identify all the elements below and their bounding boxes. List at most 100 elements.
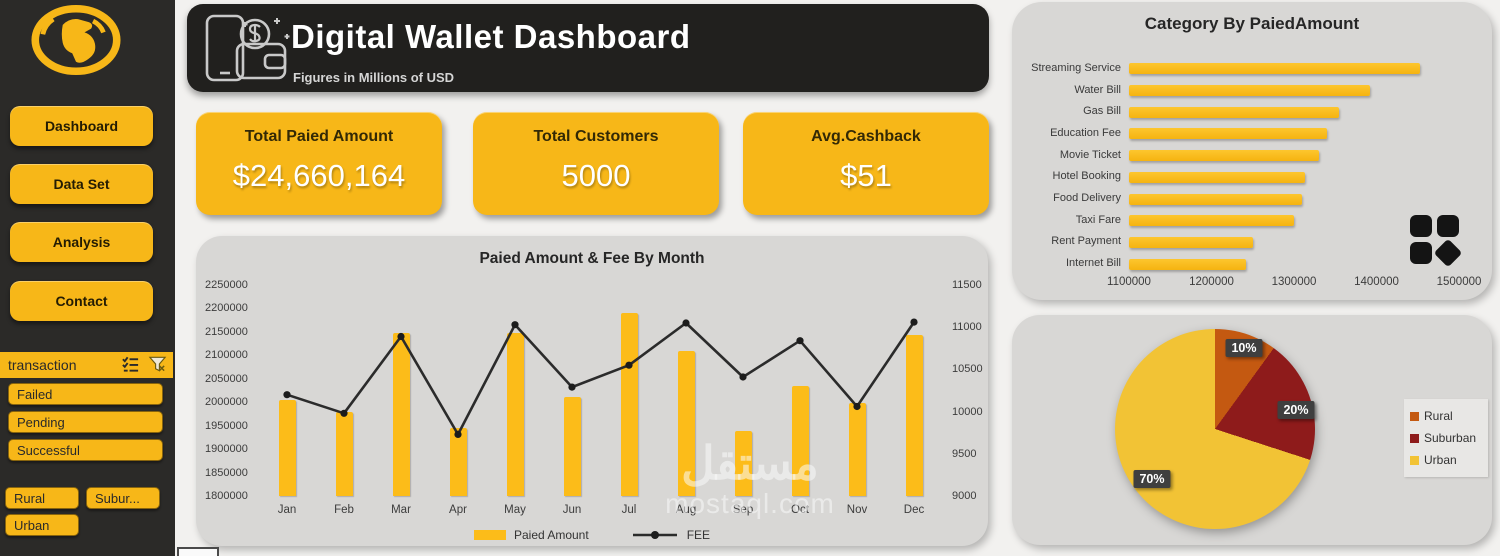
- fee-line-point-oct[interactable]: [796, 337, 804, 345]
- legend-label: Urban: [1424, 453, 1457, 467]
- slicer-option-label: Pending: [17, 414, 65, 430]
- category-bar-education-fee[interactable]: [1129, 128, 1327, 140]
- partial-slicer-box: [177, 547, 219, 556]
- legend-label-paied-amount: Paied Amount: [513, 528, 589, 542]
- nav-label: Contact: [55, 293, 108, 309]
- pie-legend-item-urban[interactable]: Urban: [1410, 449, 1482, 471]
- right-axis-tick: 9500: [952, 447, 977, 460]
- paied-amount-bar-mar[interactable]: [392, 332, 410, 496]
- pie-chart-panel: 10% 20% 70% Rural Suburban Urban: [1012, 315, 1492, 545]
- sidebar-item-data-set[interactable]: Data Set: [10, 164, 153, 204]
- legend-label: Suburban: [1424, 431, 1477, 445]
- month-label: Sep: [732, 504, 754, 516]
- left-axis-tick: 2200000: [205, 302, 248, 315]
- fee-line-point-jun[interactable]: [568, 383, 576, 391]
- category-chart-plot: Streaming Service Water Bill Gas Bill Educa…: [1012, 2, 1492, 300]
- slicer-option-failed[interactable]: Failed: [8, 383, 163, 405]
- slicer-option-suburban[interactable]: Subur...: [86, 487, 160, 509]
- paied-amount-bar-nov[interactable]: [848, 403, 866, 496]
- value-axis-tick: 1400000: [1354, 276, 1399, 288]
- category-bar-internet-bill[interactable]: [1129, 258, 1247, 270]
- slicer-option-rural[interactable]: Rural: [5, 487, 79, 509]
- paied-amount-bar-dec[interactable]: [905, 335, 923, 496]
- left-axis-tick: 1850000: [205, 466, 248, 479]
- sidebar: Dashboard Data Set Analysis Contact tran…: [0, 0, 175, 556]
- left-axis-tick: 2000000: [205, 396, 248, 409]
- fee-line-point-nov[interactable]: [853, 402, 861, 411]
- left-axis-tick: 1900000: [205, 443, 248, 456]
- month-label: Aug: [675, 504, 697, 516]
- category-bar-hotel-booking[interactable]: [1129, 171, 1305, 183]
- category-bar-water-bill[interactable]: [1129, 85, 1370, 97]
- wallet-phone-icon: [199, 10, 295, 86]
- fee-line-series: [283, 318, 918, 438]
- category-bar-movie-ticket[interactable]: [1129, 150, 1319, 162]
- category-label: Rent Payment: [1051, 235, 1121, 248]
- fee-legend-line-icon[interactable]: [631, 530, 679, 540]
- sidebar-item-dashboard[interactable]: Dashboard: [10, 106, 153, 146]
- category-bar-taxi-fare[interactable]: [1129, 215, 1294, 227]
- combo-chart-title: Paied Amount & Fee By Month: [479, 250, 705, 267]
- slicer-option-successful[interactable]: Successful: [8, 439, 163, 461]
- sidebar-item-analysis[interactable]: Analysis: [10, 222, 153, 262]
- paied-amount-bar-jan[interactable]: [278, 399, 296, 496]
- fee-line-point-aug[interactable]: [682, 319, 690, 327]
- clear-filter-icon[interactable]: [148, 355, 167, 376]
- category-label: Taxi Fare: [1075, 213, 1121, 226]
- fee-line-point-jul[interactable]: [625, 361, 633, 369]
- month-label: Jun: [562, 504, 582, 516]
- paied-amount-bar-feb[interactable]: [335, 411, 353, 496]
- left-axis-tick: 2050000: [205, 372, 248, 385]
- fee-line-point-may[interactable]: [511, 321, 519, 329]
- month-label: Apr: [449, 504, 467, 516]
- squares-diamond-logo-icon: [1410, 215, 1463, 268]
- pie-legend: Rural Suburban Urban: [1404, 399, 1488, 477]
- month-label: Feb: [334, 504, 354, 516]
- paied-amount-bar-sep[interactable]: [734, 431, 752, 496]
- pie-legend-item-suburban[interactable]: Suburban: [1410, 427, 1482, 449]
- category-label: Water Bill: [1074, 83, 1121, 96]
- combo-chart-plot: 2250000 2200000 2150000 2100000 2050000 20000…: [196, 236, 988, 546]
- slicer-option-pending[interactable]: Pending: [8, 411, 163, 433]
- combo-chart-panel: Paied Amount & Fee By Month 2250000 22000…: [196, 236, 988, 546]
- paied-amount-bar-jun[interactable]: [563, 396, 581, 496]
- kpi-value: 5000: [561, 158, 631, 193]
- category-bar-rent-payment[interactable]: [1129, 236, 1253, 248]
- paied-amount-bar-oct[interactable]: [791, 385, 809, 496]
- paied-amount-bar-jul[interactable]: [620, 313, 638, 496]
- fee-line-point-sep[interactable]: [739, 373, 747, 381]
- category-bar-food-delivery[interactable]: [1129, 193, 1303, 205]
- pie-label-urban: 70%: [1133, 470, 1171, 488]
- pie-legend-item-rural[interactable]: Rural: [1410, 405, 1482, 427]
- category-label: Education Fee: [1050, 126, 1121, 139]
- kpi-value: $51: [840, 158, 892, 193]
- category-bar-gas-bill[interactable]: [1129, 106, 1340, 118]
- fee-line-point-dec[interactable]: [910, 318, 918, 326]
- legend-label-fee: FEE: [686, 528, 711, 542]
- right-axis-tick: 10000: [952, 405, 983, 418]
- fee-line-point-feb[interactable]: [340, 409, 348, 417]
- fee-line-point-apr[interactable]: [454, 430, 462, 438]
- fee-line-point-mar[interactable]: [397, 332, 405, 341]
- paied-amount-bar-aug[interactable]: [677, 350, 695, 496]
- month-label: Jul: [621, 504, 637, 516]
- category-label: Movie Ticket: [1059, 148, 1121, 161]
- paied-amount-bar-may[interactable]: [506, 332, 524, 496]
- area-share-pie[interactable]: [1115, 329, 1315, 529]
- left-axis-tick: 2250000: [205, 279, 248, 291]
- multi-select-icon[interactable]: [121, 355, 140, 376]
- category-label: Streaming Service: [1031, 61, 1121, 74]
- legend-label: Rural: [1424, 409, 1453, 423]
- nav-label: Dashboard: [44, 118, 119, 134]
- right-axis-tick: 9000: [952, 490, 977, 502]
- category-bar-streaming-service[interactable]: [1129, 63, 1421, 75]
- slicer-option-urban[interactable]: Urban: [5, 514, 79, 536]
- fee-line-point-jan[interactable]: [283, 391, 291, 399]
- category-label: Food Delivery: [1053, 192, 1121, 205]
- month-label: Jan: [277, 504, 297, 516]
- paied-amount-bar-apr[interactable]: [449, 428, 467, 496]
- category-chart-title: Category By PaiedAmount: [1144, 14, 1360, 33]
- sidebar-item-contact[interactable]: Contact: [10, 281, 153, 321]
- paied-amount-legend-swatch[interactable]: [473, 530, 506, 540]
